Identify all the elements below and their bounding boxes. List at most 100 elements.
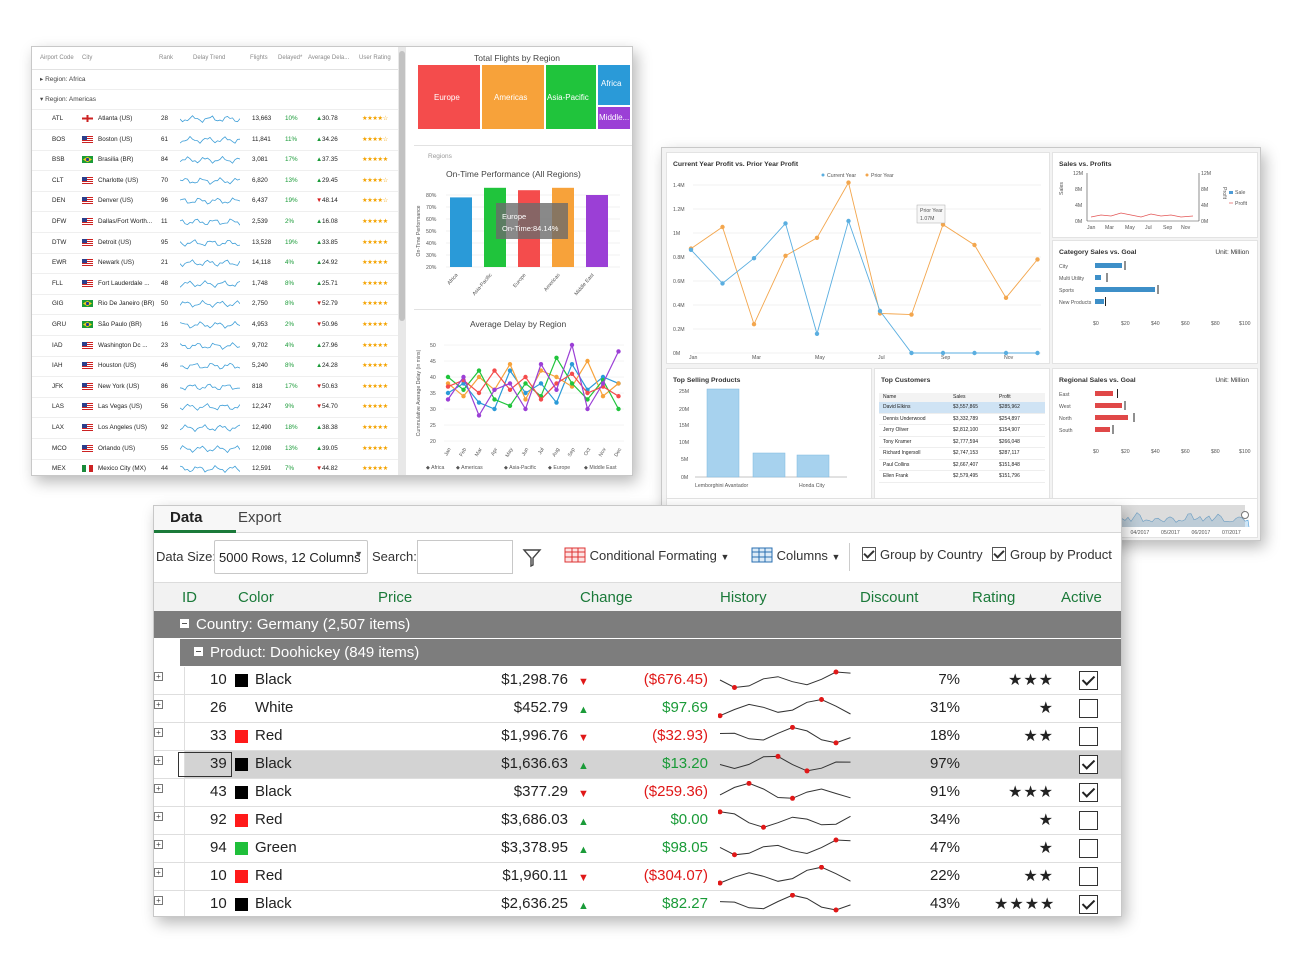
delay-point[interactable]	[461, 387, 466, 392]
col-history[interactable]: History	[720, 589, 767, 606]
active-checkbox[interactable]	[1079, 699, 1098, 718]
col-city[interactable]: City	[82, 55, 93, 61]
col-flights[interactable]: Flights	[250, 55, 268, 61]
table-row[interactable]: 33 Red $1,996.76 ▼ ($32.93) 18% ★★	[154, 723, 1121, 751]
table-row[interactable]: CLT Charlotte (US) 70 6,820 13% ▲ 29.45 …	[32, 171, 400, 192]
treemap-tile-americas[interactable]: Americas	[482, 65, 544, 129]
bullet-bar[interactable]	[1095, 415, 1128, 420]
table-row[interactable]: ATL Atlanta (US) 28 13,663 10% ▲ 30.78 ★…	[32, 109, 400, 130]
table-row[interactable]: MCO Orlando (US) 55 12,098 13% ▲ 39.05 ★…	[32, 439, 400, 460]
id-cell[interactable]: 94	[210, 839, 227, 856]
change-cell[interactable]: $13.20	[662, 755, 708, 772]
ontime-bar[interactable]	[586, 195, 608, 267]
color-cell[interactable]: Red	[255, 867, 283, 884]
discount-cell[interactable]: 34%	[929, 811, 960, 828]
color-cell[interactable]: Black	[255, 895, 292, 912]
table-row[interactable]: IAH Houston (US) 46 5,240 8% ▲ 24.28 ★★★…	[32, 356, 400, 378]
delay-point[interactable]	[507, 387, 513, 392]
delay-point[interactable]	[445, 390, 451, 396]
col-delayed[interactable]: Delayed*	[278, 55, 303, 61]
delay-point[interactable]	[476, 390, 482, 396]
delay-point[interactable]	[445, 384, 451, 389]
profit-point[interactable]	[909, 350, 914, 356]
change-cell[interactable]: $82.27	[662, 895, 708, 912]
customer-row[interactable]: Ellen Frank $2,579,495 $151,796	[879, 471, 1045, 483]
id-cell[interactable]: 43	[210, 783, 227, 800]
group-row-country[interactable]: Country: Germany (2,507 items)	[154, 611, 1121, 638]
delay-point[interactable]	[554, 387, 559, 392]
delay-point[interactable]	[507, 381, 513, 386]
table-row[interactable]: JFK New York (US) 86 818 17% ▼ 50.63 ★★★…	[32, 377, 400, 398]
rating-stars[interactable]: ★★★	[1007, 784, 1054, 801]
delay-point[interactable]	[523, 397, 528, 402]
price-cell[interactable]: $3,686.03	[501, 811, 568, 828]
price-cell[interactable]: $3,378.95	[501, 839, 568, 856]
profit-point[interactable]	[783, 221, 788, 226]
price-cell[interactable]: $1,996.76	[501, 727, 568, 744]
expand-row-icon[interactable]	[154, 667, 185, 694]
customer-col-header[interactable]: Profit	[999, 394, 1011, 400]
bullet-bar[interactable]	[1095, 275, 1101, 280]
color-cell[interactable]: Green	[255, 839, 297, 856]
table-row[interactable]: 26 White $452.79 ▲ $97.69 31% ★	[154, 695, 1121, 723]
customer-row[interactable]: Richard Ingersoll $2,747,153 $287,117	[879, 448, 1045, 460]
table-row[interactable]: DTW Detroit (US) 95 13,528 19% ▲ 33.85 ★…	[32, 233, 400, 254]
active-checkbox[interactable]	[1079, 867, 1098, 886]
col-color[interactable]: Color	[238, 589, 274, 606]
col-user-rating[interactable]: User Rating	[359, 55, 391, 61]
treemap-tile-middle-east[interactable]: Middle...	[598, 107, 630, 129]
airport-grid-scrollbar[interactable]	[398, 47, 406, 475]
delay-point[interactable]	[569, 381, 575, 386]
delay-point[interactable]	[476, 368, 482, 373]
profit-point[interactable]	[1003, 295, 1009, 300]
expand-row-icon[interactable]	[154, 807, 185, 834]
delay-point[interactable]	[616, 349, 621, 354]
delay-point[interactable]	[492, 397, 497, 402]
delay-point[interactable]	[569, 342, 575, 348]
delay-point[interactable]	[476, 413, 482, 418]
table-row[interactable]: BSB Brasilia (BR) 84 3,081 17% ▲ 37.35 ★…	[32, 150, 400, 172]
delay-point[interactable]	[476, 374, 482, 380]
customer-row[interactable]: David Elkins $3,557,865 $285,962	[879, 402, 1045, 414]
table-row[interactable]: IAD Washington Dc ... 23 9,702 4% ▲ 27.9…	[32, 336, 400, 357]
customer-row[interactable]: Jerry Oliver $2,812,100 $154,907	[879, 425, 1045, 437]
treemap-tile-asia-pacific[interactable]: Asia-Pacific	[546, 65, 596, 129]
bullet-bar[interactable]	[1095, 403, 1122, 408]
table-row[interactable]: 94 Green $3,378.95 ▲ $98.05 47% ★	[154, 835, 1121, 863]
expand-row-icon[interactable]	[154, 863, 185, 890]
profit-point[interactable]	[720, 281, 725, 286]
delay-point[interactable]	[569, 371, 575, 376]
rating-stars[interactable]: ★★★★	[994, 896, 1056, 913]
delay-point[interactable]	[461, 381, 466, 386]
active-checkbox[interactable]	[1079, 895, 1098, 914]
data-size-select[interactable]: 5000 Rows, 12 Columns ▼	[214, 540, 368, 574]
change-cell[interactable]: $0.00	[670, 811, 708, 828]
profit-point[interactable]	[877, 308, 883, 314]
table-row[interactable]: GRU São Paulo (BR) 16 4,953 2% ▼ 50.96 ★…	[32, 315, 400, 336]
delay-point[interactable]	[523, 390, 528, 396]
delay-point[interactable]	[585, 406, 590, 412]
bar-lamborghini[interactable]	[706, 388, 740, 478]
delay-point[interactable]	[616, 406, 621, 412]
rating-stars[interactable]: ★	[1038, 700, 1054, 717]
col-id[interactable]: ID	[182, 589, 197, 606]
bullet-bar[interactable]	[1095, 299, 1104, 304]
price-cell[interactable]: $452.79	[513, 699, 568, 716]
table-row[interactable]: LAS Las Vegas (US) 56 12,247 9% ▼ 54.70 …	[32, 397, 400, 419]
table-row[interactable]: 10 Red $1,960.11 ▼ ($304.07) 22% ★★	[154, 863, 1121, 891]
conditional-formatting-button[interactable]: Conditional Formating ▼	[564, 547, 729, 563]
rating-stars[interactable]: ★★	[1023, 728, 1054, 745]
delay-point[interactable]	[569, 384, 575, 389]
delay-point[interactable]	[492, 387, 497, 392]
delay-point[interactable]	[492, 406, 497, 412]
price-cell[interactable]: $1,298.76	[501, 671, 568, 688]
col-airport-code[interactable]: Airport Code	[40, 55, 74, 61]
id-cell[interactable]: 26	[210, 699, 227, 716]
discount-cell[interactable]: 18%	[929, 727, 960, 744]
rating-stars[interactable]: ★★★	[1007, 672, 1054, 689]
price-cell[interactable]: $1,960.11	[502, 867, 568, 884]
bar-product-2[interactable]	[752, 452, 786, 478]
delay-point[interactable]	[616, 394, 621, 399]
profit-point[interactable]	[688, 247, 694, 252]
group-row-product[interactable]: Product: Doohickey (849 items)	[180, 639, 1121, 666]
